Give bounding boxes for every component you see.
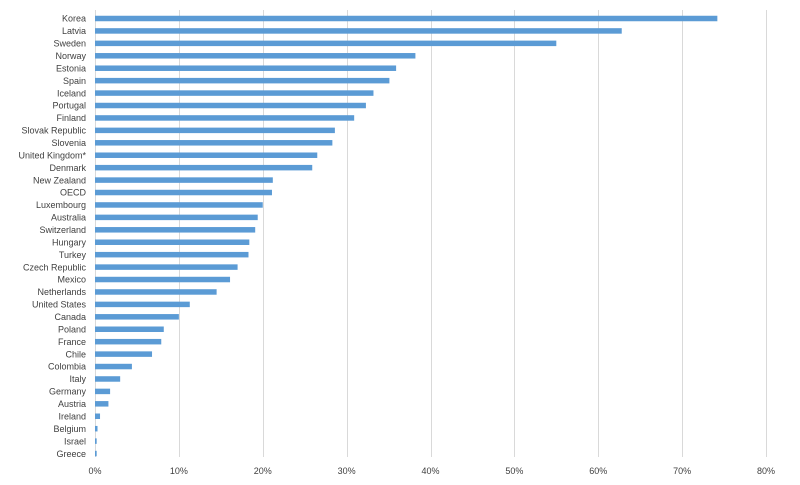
- bar: [95, 438, 97, 444]
- bar: [95, 115, 355, 121]
- bar: [95, 164, 313, 171]
- category-labels: Korea Latvia Sweden Norway Estonia Spain Icela…: [18, 14, 86, 459]
- category-label: Hungary: [52, 237, 87, 247]
- x-tick-label: 50%: [505, 466, 523, 476]
- category-label: Slovenia: [51, 138, 86, 148]
- category-label: Belgium: [53, 424, 86, 434]
- bar: [95, 425, 98, 432]
- category-label: Chile: [65, 349, 86, 359]
- category-label: Netherlands: [37, 287, 86, 297]
- x-tick-label: 40%: [421, 466, 439, 476]
- category-label: Ireland: [58, 411, 86, 421]
- category-label: Colombia: [48, 362, 86, 372]
- bar: [95, 314, 179, 320]
- bar: [95, 53, 416, 59]
- bar: [95, 214, 258, 221]
- category-label: Canada: [54, 312, 86, 322]
- bar: [95, 301, 190, 308]
- x-tick-label: 70%: [673, 466, 691, 476]
- category-label: Estonia: [56, 63, 86, 73]
- category-label: Germany: [49, 387, 87, 397]
- bar: [95, 152, 318, 158]
- gridlines: [95, 10, 767, 457]
- bar: [95, 413, 101, 420]
- category-label: OECD: [60, 188, 87, 198]
- category-label: Turkey: [59, 250, 87, 260]
- category-label: Norway: [55, 51, 86, 61]
- bar: [95, 450, 97, 457]
- category-label: Sweden: [53, 39, 86, 49]
- bar: [95, 40, 557, 47]
- category-label: Korea: [62, 14, 86, 24]
- bar: [95, 363, 132, 370]
- x-tick-label: 20%: [254, 466, 272, 476]
- x-tick-label: 30%: [338, 466, 356, 476]
- bar: [95, 77, 390, 84]
- category-label: Latvia: [62, 26, 86, 36]
- category-label: Israel: [64, 436, 86, 446]
- bar: [95, 276, 231, 283]
- x-tick-label: 60%: [589, 466, 607, 476]
- category-label: Austria: [58, 399, 86, 409]
- x-tick-label: 0%: [88, 466, 101, 476]
- bar: [95, 102, 366, 109]
- category-label: United States: [32, 300, 87, 310]
- bar: [95, 376, 121, 382]
- category-label: France: [58, 337, 86, 347]
- bar: [95, 264, 238, 270]
- x-tick-label: 10%: [170, 466, 188, 476]
- bar: [95, 351, 153, 357]
- bar: [95, 388, 111, 395]
- x-tick-label: 80%: [757, 466, 775, 476]
- category-label: Denmark: [49, 163, 86, 173]
- category-label: Luxembourg: [36, 200, 86, 210]
- bar: [95, 401, 109, 407]
- bar: [95, 239, 250, 245]
- bar: [95, 127, 335, 134]
- bar: [95, 90, 374, 96]
- category-label: Mexico: [57, 275, 86, 285]
- bar: [95, 177, 273, 183]
- bar: [95, 202, 263, 208]
- category-label: Spain: [63, 76, 86, 86]
- bars: [95, 15, 718, 457]
- category-label: Finland: [56, 113, 86, 123]
- bar: [95, 289, 217, 295]
- category-label: Australia: [51, 213, 86, 223]
- category-label: Czech Republic: [23, 262, 87, 272]
- bar: [95, 251, 249, 258]
- bar: [95, 65, 397, 71]
- bar: [95, 338, 162, 345]
- category-label: Italy: [69, 374, 86, 384]
- x-axis-tick-labels: 0% 10% 20% 30% 40% 50% 60% 70% 80%: [88, 466, 775, 476]
- category-label: Greece: [56, 449, 86, 459]
- category-label: Slovak Republic: [21, 126, 86, 136]
- bar: [95, 189, 272, 196]
- bar: [95, 140, 333, 146]
- category-label: Portugal: [52, 101, 86, 111]
- bar: [95, 28, 622, 34]
- category-label: Poland: [58, 324, 86, 334]
- category-label: Switzerland: [39, 225, 86, 235]
- bar: [95, 15, 718, 22]
- category-label: United Kingdom*: [18, 150, 86, 160]
- bar: [95, 326, 164, 332]
- category-label: New Zealand: [33, 175, 86, 185]
- bar: [95, 227, 256, 233]
- category-label: Iceland: [57, 88, 86, 98]
